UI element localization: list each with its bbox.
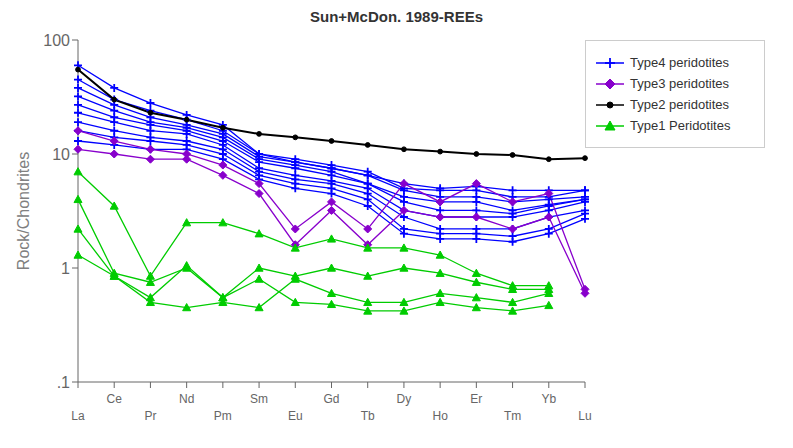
svg-text:La: La bbox=[71, 409, 85, 423]
svg-text:Sm: Sm bbox=[250, 392, 268, 406]
svg-text:100: 100 bbox=[43, 32, 70, 49]
svg-text:Er: Er bbox=[470, 392, 482, 406]
html-text:Sun+McDon. 1989-REEs: Sun+McDon. 1989-REEs bbox=[310, 8, 483, 25]
svg-text:Eu: Eu bbox=[288, 409, 303, 423]
svg-text:Yb: Yb bbox=[541, 392, 556, 406]
svg-text:Ce: Ce bbox=[107, 392, 123, 406]
svg-text:Ho: Ho bbox=[432, 409, 448, 423]
svg-text:Rock/Chondrites: Rock/Chondrites bbox=[15, 152, 32, 270]
html-text:Type3 peridotites: Type3 peridotites bbox=[630, 76, 729, 91]
svg-text:10: 10 bbox=[52, 146, 70, 163]
svg-text:Nd: Nd bbox=[179, 392, 194, 406]
html-text:Type1 Peridotites: Type1 Peridotites bbox=[630, 118, 731, 133]
html-text:Type4 peridotites: Type4 peridotites bbox=[630, 55, 729, 70]
svg-text:Pm: Pm bbox=[214, 409, 232, 423]
svg-text:Lu: Lu bbox=[578, 409, 591, 423]
svg-text:1: 1 bbox=[61, 260, 70, 277]
svg-text:Dy: Dy bbox=[397, 392, 412, 406]
svg-text:.1: .1 bbox=[57, 374, 70, 391]
svg-text:Tm: Tm bbox=[504, 409, 521, 423]
html-text:Type2 peridotites: Type2 peridotites bbox=[630, 97, 729, 112]
svg-text:Tb: Tb bbox=[361, 409, 375, 423]
svg-text:Pr: Pr bbox=[144, 409, 156, 423]
svg-text:Gd: Gd bbox=[323, 392, 339, 406]
